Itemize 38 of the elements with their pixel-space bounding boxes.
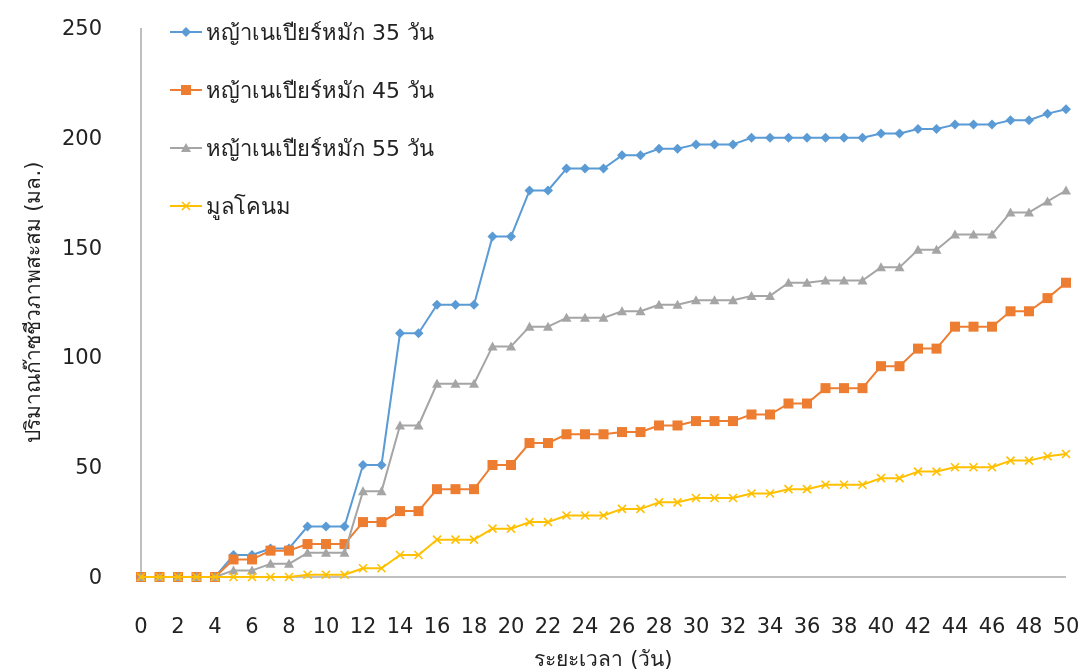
x-tick-label: 20 [497,614,525,638]
x-tick-label: 22 [534,614,562,638]
x-tick-label: 2 [171,614,185,638]
y-tick-label: 0 [88,565,102,589]
x-tick-label: 50 [1052,614,1080,638]
legend-label: หญ้าเนเปียร์หมัก 55 วัน [206,136,434,161]
x-tick-label: 6 [245,614,259,638]
x-tick-label: 26 [608,614,636,638]
x-tick-label: 46 [978,614,1006,638]
x-tick-label: 48 [1015,614,1043,638]
x-tick-label: 30 [682,614,710,638]
x-tick-label: 14 [386,614,414,638]
y-axis-title: ปริมาณก๊าซชีวภาพสะสม (มล.) [21,161,45,444]
x-tick-label: 42 [904,614,932,638]
y-tick-label: 150 [61,235,102,260]
y-tick-label: 250 [61,16,102,40]
x-tick-label: 32 [719,614,747,638]
legend-label: หญ้าเนเปียร์หมัก 45 วัน [206,78,434,103]
x-tick-label: 28 [645,614,673,638]
x-tick-label: 38 [830,614,858,638]
legend-label: มูลโคนม [206,194,291,220]
x-tick-label: 34 [756,614,784,638]
y-tick-label: 200 [61,125,102,150]
x-tick-label: 44 [941,614,969,638]
x-tick-label: 18 [460,614,488,638]
y-tick-label: 100 [61,345,102,370]
x-tick-label: 40 [867,614,895,638]
x-tick-label: 24 [571,614,599,638]
x-tick-label: 0 [134,614,148,638]
x-tick-label: 12 [349,614,377,638]
x-tick-label: 4 [208,614,222,638]
y-tick-label: 50 [75,455,102,480]
legend-label: หญ้าเนเปียร์หมัก 35 วัน [206,20,434,45]
x-tick-label: 16 [423,614,451,638]
x-tick-label: 36 [793,614,821,638]
x-tick-label: 8 [282,614,296,638]
x-axis-title: ระยะเวลา (วัน) [534,647,673,671]
x-tick-label: 10 [312,614,340,638]
